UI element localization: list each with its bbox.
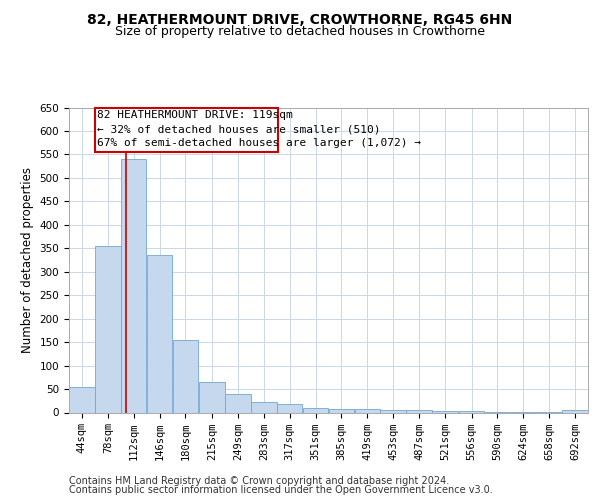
Bar xyxy=(251,402,277,412)
Bar xyxy=(173,340,198,412)
Bar xyxy=(147,256,172,412)
Bar xyxy=(95,108,278,152)
Bar xyxy=(121,159,146,412)
Bar xyxy=(380,410,406,412)
Bar xyxy=(459,411,484,412)
Text: 82, HEATHERMOUNT DRIVE, CROWTHORNE, RG45 6HN: 82, HEATHERMOUNT DRIVE, CROWTHORNE, RG45… xyxy=(88,12,512,26)
Bar xyxy=(199,382,225,412)
Bar xyxy=(329,408,354,412)
Bar xyxy=(225,394,251,412)
Text: 67% of semi-detached houses are larger (1,072) →: 67% of semi-detached houses are larger (… xyxy=(97,138,421,148)
Text: 82 HEATHERMOUNT DRIVE: 119sqm: 82 HEATHERMOUNT DRIVE: 119sqm xyxy=(97,110,293,120)
Text: ← 32% of detached houses are smaller (510): ← 32% of detached houses are smaller (51… xyxy=(97,124,380,134)
Text: Contains HM Land Registry data © Crown copyright and database right 2024.: Contains HM Land Registry data © Crown c… xyxy=(69,476,449,486)
Bar xyxy=(303,408,328,412)
Bar xyxy=(277,404,302,412)
Text: Size of property relative to detached houses in Crowthorne: Size of property relative to detached ho… xyxy=(115,25,485,38)
Bar xyxy=(432,411,458,412)
Bar xyxy=(69,386,95,412)
Text: Contains public sector information licensed under the Open Government Licence v3: Contains public sector information licen… xyxy=(69,485,493,495)
Bar xyxy=(562,410,588,412)
Bar xyxy=(355,408,380,412)
Bar xyxy=(95,246,121,412)
Bar xyxy=(406,410,432,412)
Y-axis label: Number of detached properties: Number of detached properties xyxy=(21,167,34,353)
